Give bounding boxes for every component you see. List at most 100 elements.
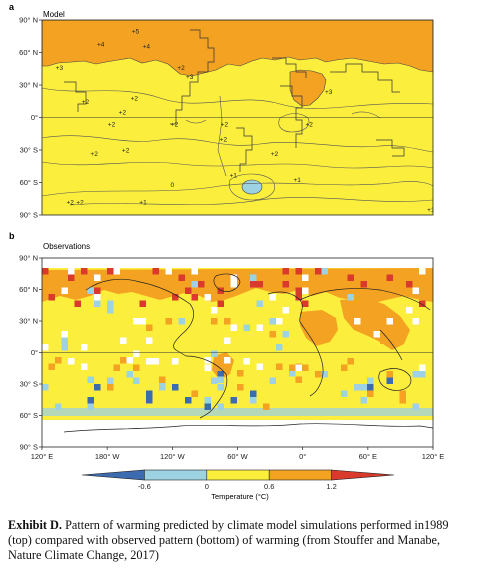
obs-anomaly-cell xyxy=(146,390,153,397)
obs-anomaly-cell xyxy=(211,307,218,314)
contour-label: +3 xyxy=(56,65,64,72)
y-tick-label: 30° N xyxy=(19,317,38,326)
obs-anomaly-cell xyxy=(139,300,146,307)
x-tick-label: 0° xyxy=(299,452,306,461)
obs-anomaly-cell xyxy=(61,337,68,344)
obs-southern-cool-band xyxy=(42,408,433,416)
model-contour-line xyxy=(42,135,433,153)
obs-anomaly-cell xyxy=(269,318,276,325)
obs-anomaly-cell xyxy=(185,397,192,404)
obs-anomaly-cell xyxy=(191,390,198,397)
obs-anomaly-cell xyxy=(224,318,231,325)
obs-anomaly-cells xyxy=(42,268,426,410)
model-cool-spot xyxy=(241,179,263,195)
obs-anomaly-cell xyxy=(295,268,302,275)
obs-anomaly-cell xyxy=(230,274,237,281)
obs-anomaly-cell xyxy=(191,281,198,288)
obs-anomaly-cell xyxy=(133,350,140,357)
contour-label: +2 xyxy=(221,122,229,129)
obs-anomaly-cell xyxy=(165,268,172,275)
caption-text: Pattern of warming predicted by climate … xyxy=(8,518,449,562)
obs-anomaly-cell xyxy=(412,318,419,325)
caption: Exhibit D. Pattern of warming predicted … xyxy=(8,518,474,563)
obs-anomaly-cell xyxy=(107,300,114,307)
obs-anomaly-cell xyxy=(321,268,328,275)
model-contour-line xyxy=(185,119,207,124)
obs-anomaly-cell xyxy=(360,281,367,288)
obs-anomaly-cell xyxy=(146,397,153,404)
obs-anomaly-cell xyxy=(406,281,413,288)
model-patch-asia xyxy=(289,69,327,107)
obs-anomaly-cell xyxy=(185,287,192,294)
obs-anomaly-cell xyxy=(120,357,127,364)
contour-label: +3 xyxy=(325,89,333,96)
contour-label: +4 xyxy=(143,44,151,51)
x-tick-label: 180° W xyxy=(95,452,121,461)
obs-anomaly-cell xyxy=(419,300,426,307)
obs-anomaly-cell xyxy=(243,358,250,365)
contour-label: +1 xyxy=(427,207,435,214)
contour-label: +2 xyxy=(177,65,185,72)
obs-anomaly-cell xyxy=(178,318,185,325)
model-coastline xyxy=(236,127,253,172)
obs-anomaly-cell xyxy=(107,384,114,391)
obs-anomaly-cell xyxy=(107,377,114,384)
obs-anomaly-cell xyxy=(315,371,322,378)
obs-anomaly-cell xyxy=(237,370,244,377)
obs-anomaly-cell xyxy=(172,294,179,301)
obs-anomaly-cell xyxy=(74,300,81,307)
model-coastline xyxy=(330,63,400,93)
obs-anomaly-cell xyxy=(113,364,120,371)
obs-anomaly-cell xyxy=(55,357,62,364)
obs-anomaly-cell xyxy=(139,318,146,325)
y-tick-label: 30° S xyxy=(20,380,38,389)
obs-anomaly-cell xyxy=(81,344,88,351)
obs-asia-warm xyxy=(340,298,410,350)
contour-label: +1 xyxy=(229,172,237,179)
obs-anomaly-cell xyxy=(386,371,393,378)
obs-anomaly-cell xyxy=(42,384,49,391)
obs-anomaly-cell xyxy=(419,371,426,378)
obs-anomaly-cell xyxy=(282,281,289,288)
obs-anomaly-cell xyxy=(204,294,211,301)
obs-anomaly-cell xyxy=(55,403,62,410)
obs-anomaly-cell xyxy=(61,287,68,294)
obs-anomaly-cell xyxy=(250,274,257,281)
colorbar-label: Temperature (°C) xyxy=(211,492,269,501)
obs-anomaly-cell xyxy=(159,376,166,383)
y-tick-label: 0° xyxy=(31,113,38,122)
obs-anomaly-cell xyxy=(217,376,224,383)
x-tick-label: 120° E xyxy=(31,452,54,461)
obs-anomaly-cell xyxy=(406,307,413,314)
obs-anomaly-cell xyxy=(243,324,250,331)
colorbar-tick-label: -0.6 xyxy=(138,482,151,491)
model-coastline xyxy=(170,29,215,125)
contour-label: +2 xyxy=(90,151,98,158)
obs-anomaly-cell xyxy=(295,376,302,383)
obs-anomaly-cell xyxy=(321,331,328,338)
obs-anomaly-cell xyxy=(81,363,88,370)
contour-label: 0 xyxy=(171,182,175,189)
panel-b-title: Observations xyxy=(43,242,90,251)
y-tick-label: 60° S xyxy=(20,411,38,420)
obs-anomaly-cell xyxy=(237,384,244,391)
colorbar-tick-label: 1.2 xyxy=(326,482,336,491)
obs-anomaly-cell xyxy=(87,397,94,404)
obs-anomaly-cell xyxy=(224,357,231,364)
colorbar-segment xyxy=(331,469,395,481)
obs-anomaly-cell xyxy=(81,268,88,275)
obs-anomaly-cell xyxy=(289,364,296,371)
obs-anomaly-cell xyxy=(380,337,387,344)
obs-coastline-europe-africa xyxy=(267,291,324,397)
colorbar-segment xyxy=(206,469,270,481)
obs-anomaly-cell xyxy=(412,287,419,294)
caption-label: Exhibit D. xyxy=(8,518,62,532)
obs-anomaly-cell xyxy=(302,287,309,294)
contour-label: +2 xyxy=(108,122,116,129)
obs-anomaly-cell xyxy=(282,268,289,275)
obs-anomaly-cell xyxy=(211,377,218,384)
obs-anomaly-cell xyxy=(159,384,166,391)
y-tick-label: 30° S xyxy=(20,146,38,155)
obs-anomaly-cell xyxy=(386,274,393,281)
y-tick-label: 90° S xyxy=(20,211,38,220)
